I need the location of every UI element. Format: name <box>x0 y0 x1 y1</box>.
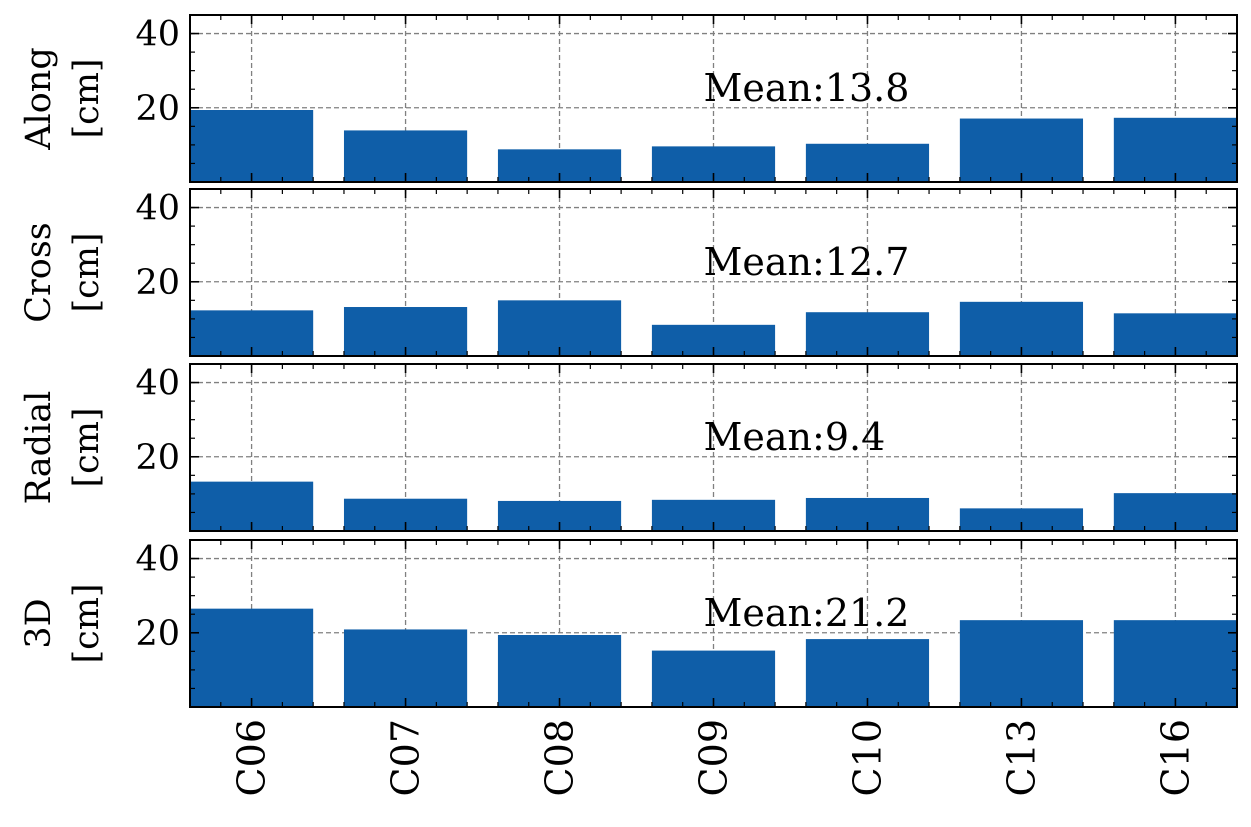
mean-annotation: Mean:9.4 <box>704 415 886 459</box>
bar-c08 <box>497 635 622 707</box>
y-axis-label: 3D <box>19 598 59 648</box>
y-tick-label: 40 <box>135 189 180 229</box>
y-tick-label: 20 <box>135 438 180 478</box>
bar-c13 <box>959 508 1084 531</box>
y-axis-unit-label: [cm] <box>67 58 107 138</box>
y-tick-label: 40 <box>135 15 180 55</box>
y-axis-unit-label: [cm] <box>67 583 107 663</box>
bar-c16 <box>1113 117 1237 182</box>
x-tick-label: C13 <box>999 719 1043 796</box>
bar-c09 <box>651 650 776 707</box>
y-tick-label: 20 <box>135 614 180 654</box>
mean-annotation: Mean:21.2 <box>704 591 910 635</box>
y-tick-label: 40 <box>135 364 180 404</box>
y-axis-label: Radial <box>19 391 59 505</box>
y-axis-unit-label: [cm] <box>67 232 107 312</box>
x-tick-label: C08 <box>538 719 582 796</box>
y-axis-label: Along <box>19 47 59 151</box>
x-tick-label: C10 <box>845 719 889 796</box>
x-tick-label: C16 <box>1153 719 1197 796</box>
y-axis-label: Cross <box>19 222 59 323</box>
x-tick-label: C06 <box>230 719 274 796</box>
y-tick-label: 20 <box>135 89 180 129</box>
x-tick-label: C07 <box>384 719 428 796</box>
y-tick-label: 20 <box>135 263 180 303</box>
bar-c06 <box>190 110 314 182</box>
panel-3d: 20 40 3D [cm] Mean:21.2 C06 C07 C08 C09 C10 C13 C16 <box>19 539 1238 796</box>
bar-c13 <box>959 301 1084 356</box>
bar-c13 <box>959 620 1084 707</box>
bar-c06 <box>190 608 314 707</box>
x-tick-label: C09 <box>692 719 736 796</box>
bar-c13 <box>959 118 1084 182</box>
y-tick-label: 40 <box>135 540 180 580</box>
bar-c16 <box>1113 620 1237 707</box>
panel-cross: 20 40 Cross [cm] Mean:12.7 <box>19 188 1238 357</box>
bar-c07 <box>343 629 468 707</box>
mean-annotation: Mean:12.7 <box>704 240 910 284</box>
y-axis-unit-label: [cm] <box>67 407 107 487</box>
panel-radial: 20 40 Radial [cm] Mean:9.4 <box>19 363 1238 532</box>
bar-c08 <box>497 300 622 356</box>
mean-annotation: Mean:13.8 <box>704 66 910 110</box>
bar-c10 <box>805 639 930 707</box>
panel-along: 20 40 Along [cm] Mean:13.8 <box>19 14 1238 183</box>
